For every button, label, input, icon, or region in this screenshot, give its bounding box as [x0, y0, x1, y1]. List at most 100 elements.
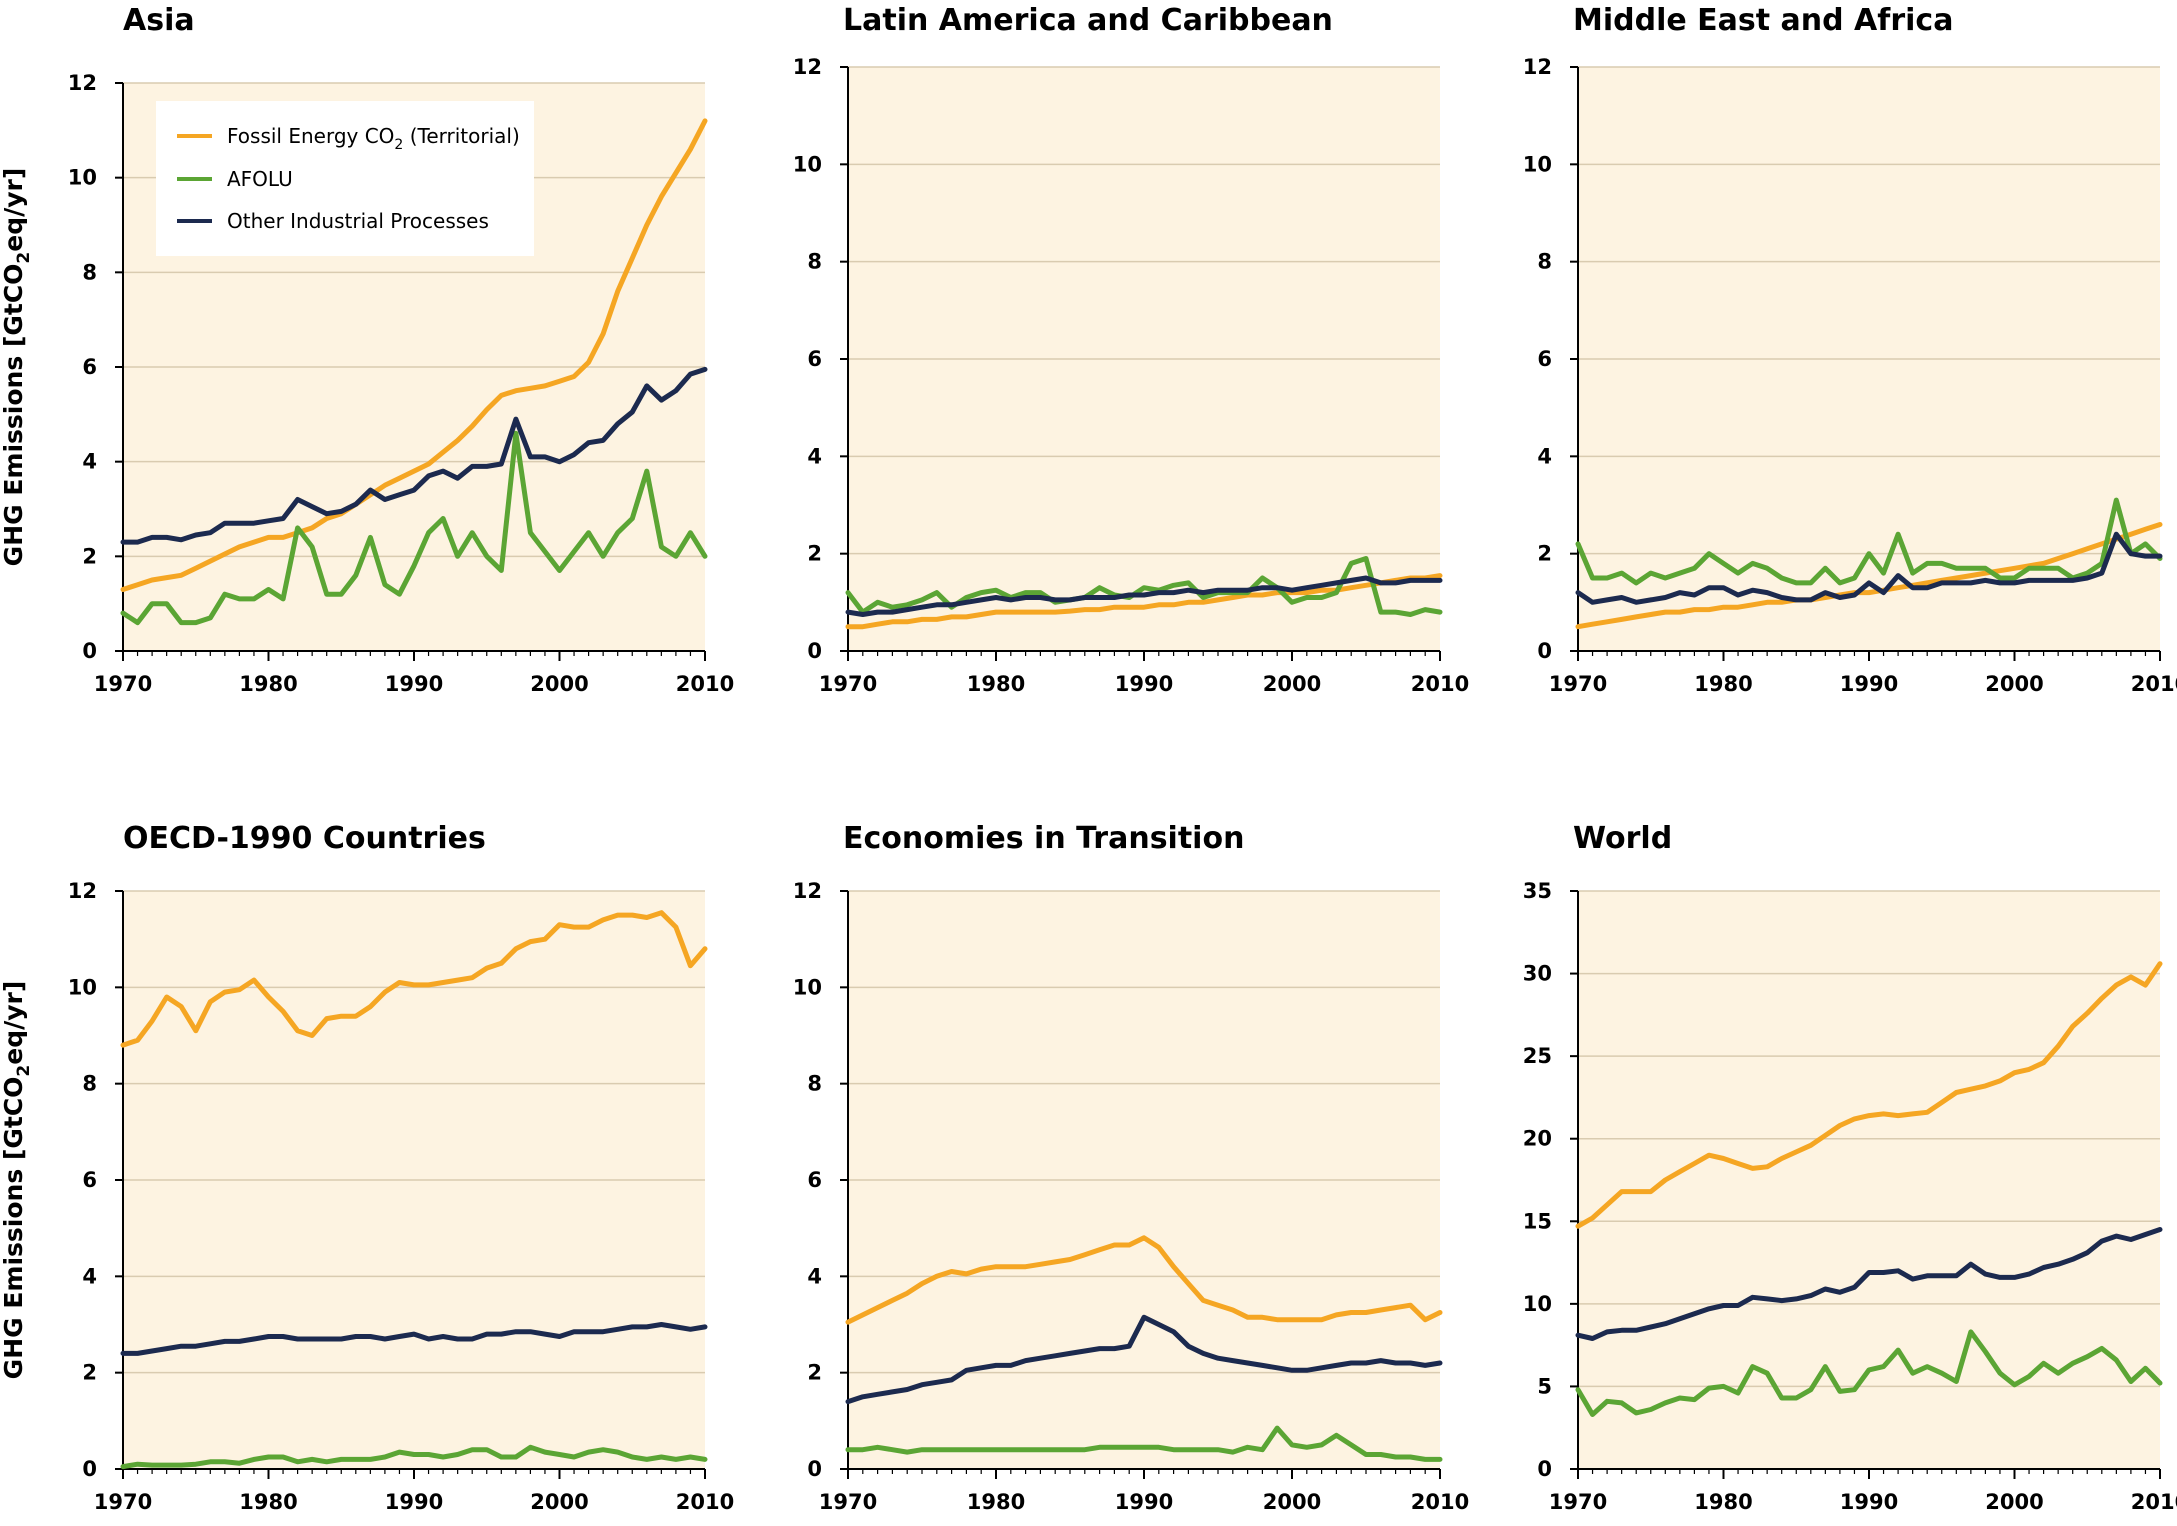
chart-panel: 0 2 4 6 8 10 12 1970 1980 1990 2000 2010 Asia GHG Emi…: [0, 3, 734, 696]
y-axis-label-subscript: 2: [14, 1065, 34, 1077]
y-tick-label: 2: [1537, 542, 1552, 566]
y-tick-label: 15: [1523, 1209, 1552, 1233]
legend-label-afolu: AFOLU: [227, 167, 293, 191]
x-tick-label: 1980: [239, 672, 297, 696]
y-axis-label: GHG Emissions [GtCO2eq/yr]: [0, 981, 34, 1380]
x-tick-label: 1990: [1840, 672, 1898, 696]
series-line-afolu: [845, 1425, 1443, 1462]
y-tick-label: 4: [807, 444, 822, 468]
x-tick-label: 2010: [1411, 672, 1469, 696]
x-tick-label: 2010: [676, 1490, 734, 1514]
chart-panel: 0 2 4 6 8 10 12 1970 1980 1990 2000 2010 Latin Ameri…: [793, 3, 1469, 696]
series-line-fossil: [120, 118, 708, 592]
x-tick-label: 1990: [1840, 1490, 1898, 1514]
y-tick-label: 8: [807, 1072, 822, 1096]
y-tick-label: 2: [82, 544, 97, 568]
series-line-industrial: [1575, 1227, 2163, 1341]
y-tick-label: 6: [807, 1168, 822, 1192]
legend-label-industrial: Other Industrial Processes: [227, 209, 489, 233]
y-tick-label: 4: [82, 1264, 97, 1288]
series-line-fossil: [845, 1235, 1443, 1325]
panel-title: OECD-1990 Countries: [123, 821, 486, 856]
x-tick-label: 1970: [819, 1490, 877, 1514]
y-tick-label: 35: [1523, 879, 1552, 903]
y-tick-label: 0: [807, 639, 822, 663]
series-line-industrial: [845, 1314, 1443, 1405]
series-line-fossil: [1575, 961, 2163, 1229]
chart-panel: 0 2 4 6 8 10 12 1970 1980 1990 2000 2010 OECD-1990 C…: [0, 821, 734, 1514]
legend-label-fossil-tail: (Territorial): [403, 124, 519, 148]
panel-title: Latin America and Caribbean: [843, 3, 1333, 38]
y-tick-label: 10: [68, 975, 97, 999]
y-tick-label: 25: [1523, 1044, 1552, 1068]
chart-panel: 0 2 4 6 8 10 12 1970 1980 1990 2000 2010 Middle East…: [1523, 3, 2177, 696]
y-tick-label: 12: [793, 879, 822, 903]
legend-label-fossil-main: Fossil Energy CO: [227, 124, 394, 148]
y-axis-label-tail: eq/yr]: [0, 981, 28, 1065]
y-tick-label: 0: [1537, 1457, 1552, 1481]
y-tick-label: 12: [68, 71, 97, 95]
y-tick-label: 0: [82, 639, 97, 663]
x-tick-label: 1970: [1549, 1490, 1607, 1514]
y-tick-label: 2: [807, 542, 822, 566]
y-axis-label-tail: eq/yr]: [0, 168, 28, 252]
x-tick-label: 2010: [2131, 1490, 2177, 1514]
x-tick-label: 2000: [530, 1490, 588, 1514]
y-tick-label: 12: [1523, 55, 1552, 79]
x-tick-label: 1980: [967, 1490, 1025, 1514]
panel-title: Economies in Transition: [843, 821, 1244, 856]
y-tick-label: 0: [1537, 639, 1552, 663]
x-tick-label: 1990: [1115, 672, 1173, 696]
y-tick-label: 10: [68, 166, 97, 190]
y-tick-label: 12: [793, 55, 822, 79]
y-axis-label-subscript: 2: [14, 252, 34, 264]
y-tick-label: 10: [1523, 1292, 1552, 1316]
y-tick-label: 2: [807, 1361, 822, 1385]
y-tick-label: 0: [82, 1457, 97, 1481]
y-tick-label: 6: [82, 1168, 97, 1192]
x-tick-label: 1980: [967, 672, 1025, 696]
y-tick-label: 12: [68, 879, 97, 903]
y-tick-label: 2: [82, 1361, 97, 1385]
legend-label-fossil-subscript: 2: [394, 137, 403, 153]
series-line-industrial: [120, 1322, 708, 1356]
chart-panel: 0 5 10 15 20 25 30 35 1970 1980 1990 2000 2010 World: [1523, 821, 2177, 1514]
series-line-industrial: [845, 575, 1443, 617]
x-tick-label: 1970: [819, 672, 877, 696]
x-tick-label: 2000: [1263, 1490, 1321, 1514]
y-axis-label-main: GHG Emissions [GtCO: [0, 264, 28, 567]
y-tick-label: 6: [1537, 347, 1552, 371]
x-tick-label: 2010: [1411, 1490, 1469, 1514]
y-tick-label: 10: [793, 152, 822, 176]
y-tick-label: 0: [807, 1457, 822, 1481]
y-tick-label: 4: [807, 1264, 822, 1288]
legend-label-fossil: Fossil Energy CO2 (Territorial): [227, 124, 520, 153]
x-tick-label: 1990: [385, 1490, 443, 1514]
x-tick-label: 2000: [1985, 1490, 2043, 1514]
series-line-fossil: [120, 910, 708, 1048]
x-tick-label: 1990: [1115, 1490, 1173, 1514]
y-axis-label-main: GHG Emissions [GtCO: [0, 1077, 28, 1380]
y-axis-label: GHG Emissions [GtCO2eq/yr]: [0, 168, 34, 567]
y-tick-label: 8: [82, 1072, 97, 1096]
y-tick-label: 4: [1537, 444, 1552, 468]
y-tick-label: 6: [807, 347, 822, 371]
x-tick-label: 2010: [2131, 672, 2177, 696]
panel-title: Middle East and Africa: [1573, 3, 1953, 38]
series-line-industrial: [1575, 531, 2163, 605]
y-tick-label: 5: [1537, 1374, 1552, 1398]
y-tick-label: 6: [82, 355, 97, 379]
y-tick-label: 30: [1523, 962, 1552, 986]
series-line-fossil: [1575, 522, 2163, 630]
y-tick-label: 10: [793, 975, 822, 999]
y-tick-label: 4: [82, 450, 97, 474]
y-tick-label: 8: [807, 250, 822, 274]
y-tick-label: 10: [1523, 152, 1552, 176]
x-tick-label: 1980: [1694, 672, 1752, 696]
series-line-industrial: [120, 366, 708, 545]
series-line-afolu: [120, 430, 708, 626]
x-tick-label: 2000: [530, 672, 588, 696]
x-tick-label: 1990: [385, 672, 443, 696]
panel-title: World: [1573, 821, 1672, 856]
